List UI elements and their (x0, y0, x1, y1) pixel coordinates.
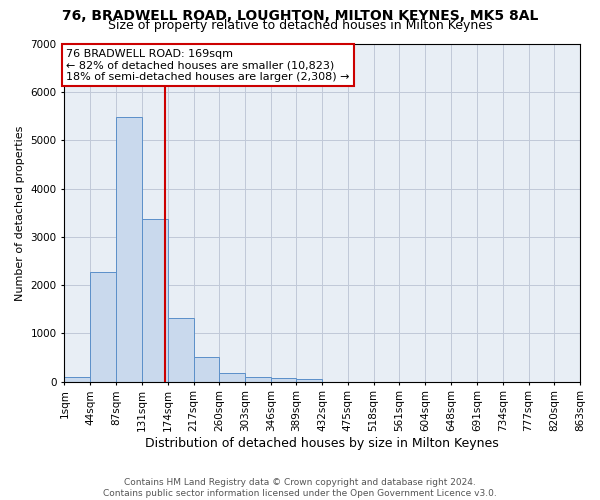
Bar (64, 377, 90, 382)
Bar (168, 318, 194, 382)
X-axis label: Distribution of detached houses by size in Milton Keynes: Distribution of detached houses by size … (145, 437, 499, 450)
Text: Size of property relative to detached houses in Milton Keynes: Size of property relative to detached ho… (108, 19, 492, 32)
Bar (245, 377, 271, 382)
Bar (116, 118, 142, 382)
Bar (90, 272, 116, 382)
Y-axis label: Number of detached properties: Number of detached properties (15, 125, 25, 300)
Bar (219, 373, 245, 382)
Bar (194, 357, 219, 382)
Text: Contains HM Land Registry data © Crown copyright and database right 2024.
Contai: Contains HM Land Registry data © Crown c… (103, 478, 497, 498)
Bar (296, 379, 322, 382)
Text: 76 BRADWELL ROAD: 169sqm
← 82% of detached houses are smaller (10,823)
18% of se: 76 BRADWELL ROAD: 169sqm ← 82% of detach… (66, 49, 350, 82)
Bar (142, 218, 168, 382)
Bar (271, 378, 296, 382)
Text: 76, BRADWELL ROAD, LOUGHTON, MILTON KEYNES, MK5 8AL: 76, BRADWELL ROAD, LOUGHTON, MILTON KEYN… (62, 9, 538, 23)
